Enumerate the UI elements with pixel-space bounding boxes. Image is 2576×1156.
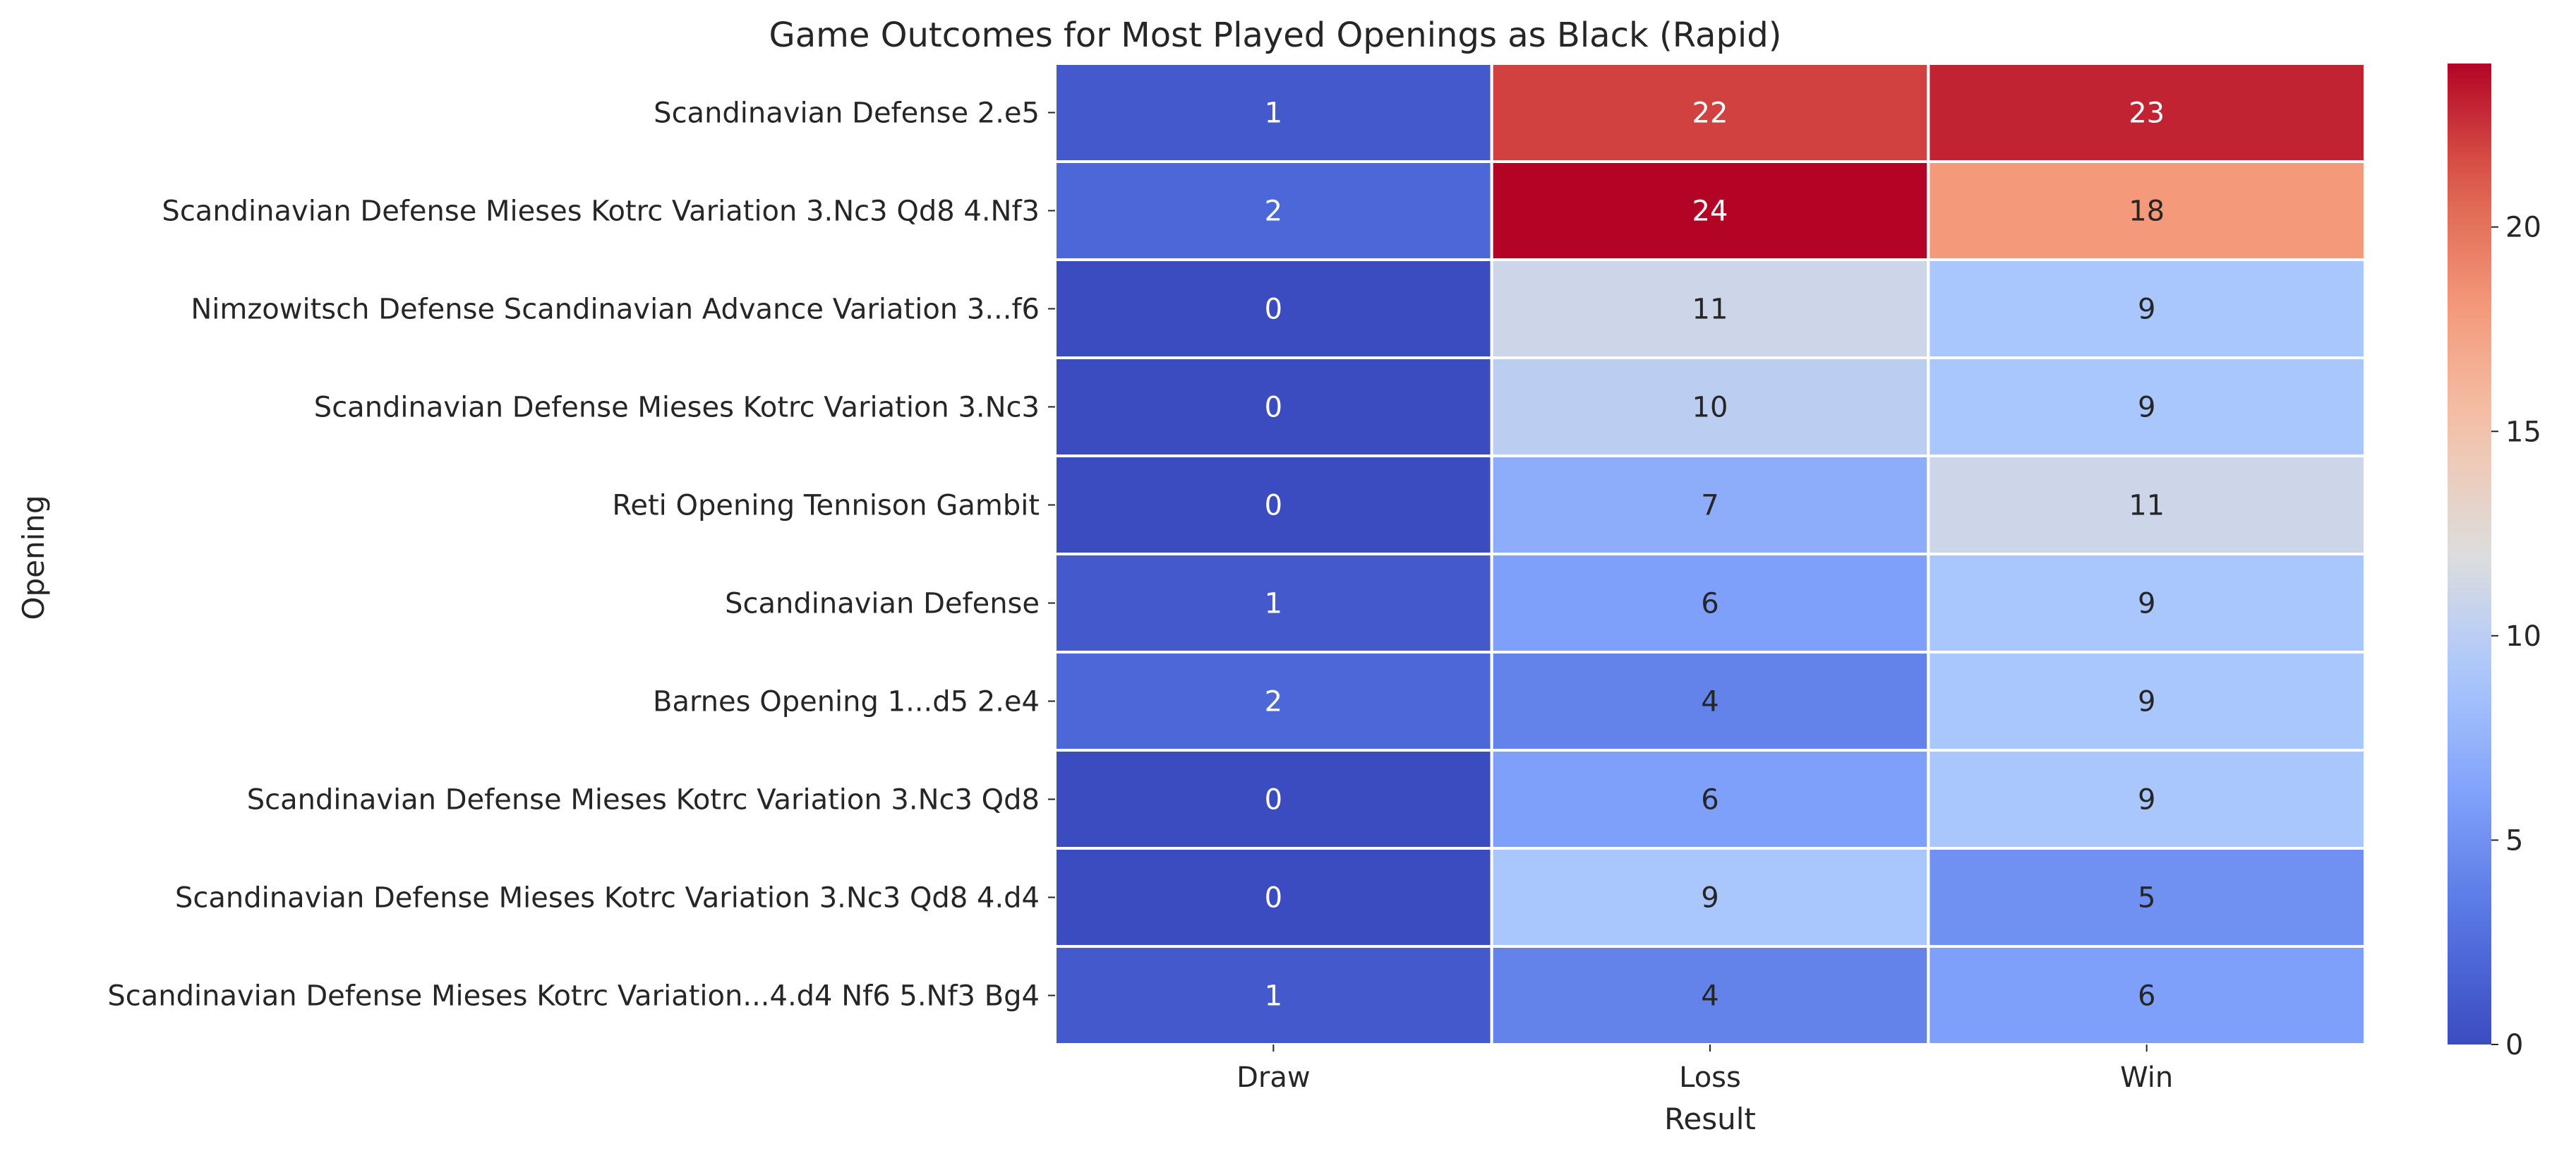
heatmap-cell: [1927, 62, 2366, 163]
cell-value-label: 6: [1701, 588, 1719, 620]
row-tick-label: Scandinavian Defense 2.e5: [654, 97, 1040, 130]
row-tick-label: Nimzowitsch Defense Scandinavian Advance…: [191, 294, 1040, 326]
cell-value-label: 9: [2138, 392, 2155, 424]
heatmap-cell: [1927, 847, 2366, 948]
cell-value-label: 9: [2138, 784, 2155, 817]
heatmap-cell: [1490, 62, 1930, 163]
heatmap-cell: [1490, 651, 1930, 752]
cell-value-label: 2: [1265, 686, 1282, 718]
cell-value-label: 5: [2138, 882, 2155, 915]
heatmap-cell: [1490, 749, 1930, 850]
row-tick-label: Reti Opening Tennison Gambit: [612, 490, 1040, 522]
heatmap-cell: [1927, 651, 2366, 752]
cell-value-label: 1: [1265, 980, 1282, 1013]
cell-value-label: 6: [2138, 980, 2155, 1013]
cell-value-label: 0: [1265, 882, 1282, 915]
heatmap-cells: 1 22 232 24 180 11 90 10 90 7 111 6 92 4 90 6 90 9 51 4 6: [1054, 62, 2366, 1046]
row-tick-label: Scandinavian Defense Mieses Kotrc Variat…: [247, 784, 1040, 817]
cell-value-label: 1: [1265, 588, 1282, 620]
cell-value-label: 0: [1265, 490, 1282, 522]
cell-value-label: 9: [2138, 588, 2155, 620]
row-tick-label: Barnes Opening 1...d5 2.e4: [653, 686, 1040, 718]
cell-value-label: 10: [1692, 392, 1728, 424]
heatmap-cell: [1054, 749, 1493, 850]
cell-value-label: 23: [2129, 97, 2165, 130]
heatmap-cell: [1054, 356, 1493, 457]
y-axis-label: Opening: [16, 495, 51, 620]
row-tick-label: Scandinavian Defense: [725, 588, 1040, 620]
row-tick-label: Scandinavian Defense Mieses Kotrc Variat…: [314, 392, 1040, 424]
colorbar-tick-label: 15: [2505, 416, 2541, 448]
cell-value-label: 18: [2129, 195, 2165, 228]
row-tick-label: Scandinavian Defense Mieses Kotrc Variat…: [162, 195, 1040, 228]
colorbar-tick-label: 20: [2505, 212, 2541, 244]
heatmap-cell: [1490, 553, 1930, 654]
colorbar-ticks: 0 5 10 15 20: [2491, 212, 2541, 1061]
heatmap-cell: [1054, 62, 1493, 163]
heatmap-cell: [1927, 945, 2366, 1046]
chart-title: Game Outcomes for Most Played Openings a…: [769, 16, 1782, 55]
cell-value-label: 24: [1692, 195, 1728, 228]
x-axis-label: Result: [1664, 1102, 1756, 1136]
row-tick-labels: Scandinavian Defense 2.e5 Scandinavian De…: [107, 97, 1055, 1013]
cell-value-label: 1: [1265, 97, 1282, 130]
cell-value-label: 6: [1701, 784, 1719, 817]
column-tick-labels: Draw Loss Win: [1236, 1044, 2173, 1094]
cell-value-label: 9: [2138, 294, 2155, 326]
colorbar-tick-label: 5: [2505, 824, 2523, 857]
colorbar-tick-label: 0: [2505, 1029, 2523, 1061]
heatmap-cell: [1927, 160, 2366, 261]
colorbar: 0 5 10 15 20: [2448, 64, 2541, 1061]
colorbar-gradient: [2448, 64, 2491, 1044]
cell-value-label: 2: [1265, 195, 1282, 228]
heatmap-cell: [1490, 454, 1930, 555]
heatmap-cell: [1490, 945, 1930, 1046]
cell-value-label: 0: [1265, 294, 1282, 326]
cell-value-label: 9: [2138, 686, 2155, 718]
heatmap-cell: [1927, 749, 2366, 850]
column-tick-label: Draw: [1236, 1061, 1310, 1094]
cell-value-label: 7: [1701, 490, 1719, 522]
cell-value-label: 0: [1265, 784, 1282, 817]
cell-value-label: 22: [1692, 97, 1728, 130]
cell-value-label: 11: [1692, 294, 1728, 326]
heatmap-cell: [1927, 356, 2366, 457]
column-tick-label: Win: [2120, 1061, 2173, 1094]
cell-value-label: 9: [1701, 882, 1719, 915]
row-tick-label: Scandinavian Defense Mieses Kotrc Variat…: [175, 882, 1040, 915]
heatmap-cell: [1054, 847, 1493, 948]
heatmap-cell: [1927, 553, 2366, 654]
heatmap-cell: [1054, 651, 1493, 752]
colorbar-tick-label: 10: [2505, 620, 2541, 653]
cell-value-label: 4: [1701, 980, 1719, 1013]
column-tick-label: Loss: [1679, 1061, 1741, 1094]
cell-value-label: 4: [1701, 686, 1719, 718]
heatmap-cell: [1054, 945, 1493, 1046]
cell-value-label: 11: [2129, 490, 2165, 522]
heatmap-cell: [1490, 258, 1930, 359]
row-tick-label: Scandinavian Defense Mieses Kotrc Variat…: [107, 980, 1040, 1013]
cell-value-label: 0: [1265, 392, 1282, 424]
